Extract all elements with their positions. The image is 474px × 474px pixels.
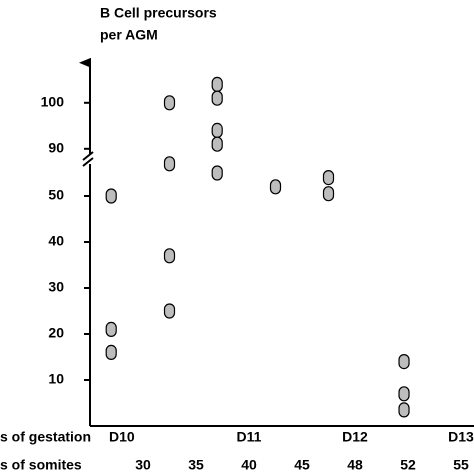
x-tick-label: 40 — [241, 457, 257, 473]
point — [211, 136, 223, 152]
point — [322, 170, 335, 186]
chart-title: B Cell precursors — [100, 5, 217, 21]
x2-tick-label: D12 — [342, 429, 368, 445]
point — [398, 386, 410, 402]
x2-tick-label: D10 — [109, 429, 135, 445]
x-tick-label: 52 — [400, 457, 416, 473]
y-tick-label: 30 — [48, 279, 64, 295]
axis-break — [82, 151, 94, 161]
point — [163, 156, 176, 172]
axis-break — [82, 157, 94, 167]
x2-tick-label: D13 — [448, 429, 474, 445]
point — [211, 90, 223, 106]
point — [105, 321, 117, 337]
point — [163, 95, 176, 111]
point — [211, 165, 223, 181]
point — [211, 122, 223, 139]
point — [211, 76, 223, 93]
x-tick-label: 30 — [135, 457, 151, 473]
chart-title: per AGM — [100, 27, 158, 43]
x2-tick-label: D11 — [237, 429, 262, 445]
y-tick-label: 100 — [41, 94, 65, 110]
row-label: s of somites — [0, 457, 82, 473]
y-tick-label: 50 — [48, 187, 64, 203]
point — [163, 303, 176, 319]
point — [269, 179, 282, 195]
x-tick-label: 35 — [188, 457, 204, 473]
y-tick-label: 40 — [48, 233, 64, 249]
y-tick-label: 10 — [48, 371, 64, 387]
y-tick-label: 90 — [48, 140, 64, 156]
point — [105, 188, 117, 204]
x-tick-label: 48 — [347, 457, 363, 473]
point — [398, 354, 410, 370]
point — [163, 248, 176, 264]
x-tick-label: 55 — [453, 457, 469, 473]
point — [322, 186, 335, 202]
point — [398, 402, 410, 418]
x-tick-label: 45 — [294, 457, 310, 473]
point — [105, 344, 117, 360]
y-tick-label: 20 — [48, 325, 64, 341]
row-label: s of gestation — [0, 429, 91, 445]
